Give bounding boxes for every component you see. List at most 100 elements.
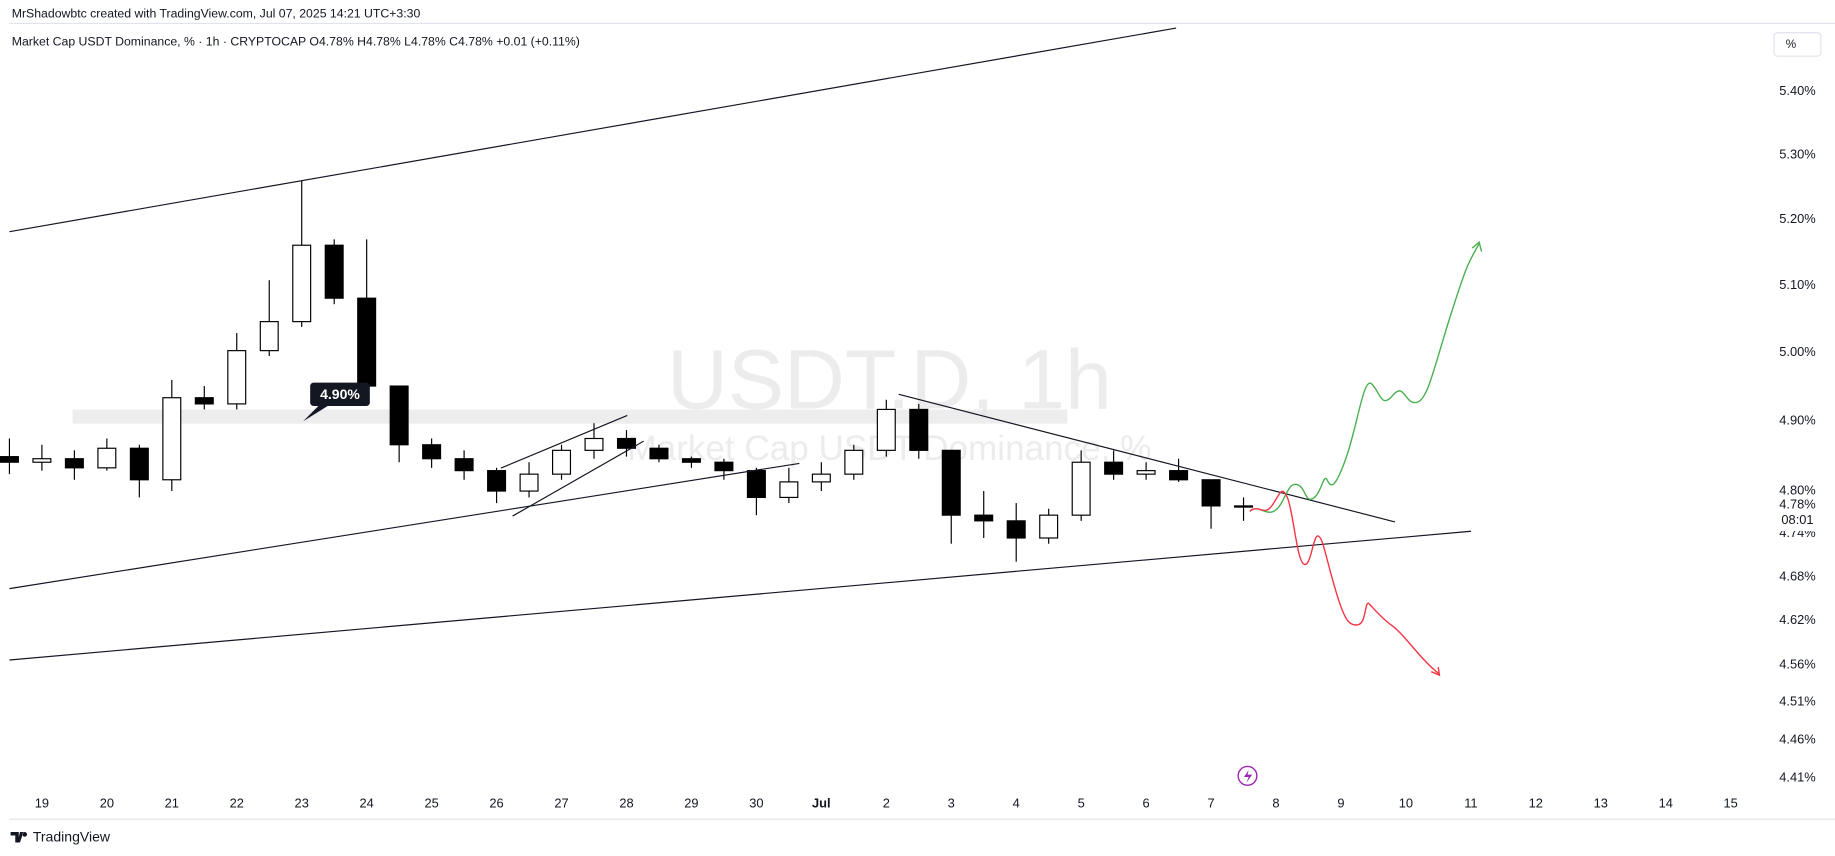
candle-body — [649, 447, 669, 460]
candle-body — [974, 514, 994, 522]
candle-body — [844, 449, 864, 475]
y-tick-label: 4.46% — [1779, 732, 1815, 747]
x-tick-label: 29 — [684, 795, 698, 810]
x-tick-label: 6 — [1143, 795, 1150, 810]
candle-body — [584, 437, 604, 451]
candle-body — [0, 456, 19, 463]
x-tick-label: 2 — [883, 795, 890, 810]
candle-body — [1234, 505, 1254, 508]
x-tick-label: 13 — [1594, 795, 1608, 810]
x-tick-label: 19 — [35, 795, 49, 810]
y-tick-label: 4.68% — [1779, 568, 1815, 583]
header: MrShadowbtc created with TradingView.com… — [12, 6, 421, 20]
trendline — [9, 27, 1177, 233]
x-tick-label: 14 — [1659, 795, 1673, 810]
x-tick-label: 27 — [554, 795, 568, 810]
x-tick-label: 12 — [1529, 795, 1543, 810]
candle-body — [389, 385, 409, 446]
x-tick-label: Jul — [812, 795, 831, 810]
candle-body — [32, 458, 52, 463]
arrowhead — [1471, 240, 1483, 252]
brand: TradingView — [10, 829, 111, 845]
callout: 4.90% — [303, 382, 370, 422]
brand-name: TradingView — [33, 829, 111, 845]
candle-body — [681, 458, 701, 463]
x-tick-label: 8 — [1272, 795, 1279, 810]
x-tick-label: 22 — [230, 795, 244, 810]
x-tick-label: 21 — [165, 795, 179, 810]
y-axis: 5.40%5.30%5.20%5.10%5.00%4.90%4.80%4.74%… — [1761, 83, 1831, 785]
y-tick-label: 4.80% — [1779, 482, 1815, 497]
candle-body — [357, 297, 377, 387]
x-tick-label: 7 — [1207, 795, 1214, 810]
trendline — [9, 530, 1472, 661]
projection-down — [1249, 490, 1440, 675]
y-tick-label: 5.20% — [1779, 211, 1815, 226]
trendline — [9, 462, 800, 590]
x-tick-label: 24 — [360, 795, 374, 810]
candle-body — [1136, 470, 1156, 475]
candle-body — [194, 397, 214, 405]
candle-body — [1169, 470, 1189, 481]
y-tick-label: 4.90% — [1779, 413, 1815, 428]
candle-body — [552, 449, 572, 475]
candle-body — [746, 470, 766, 499]
x-tick-label: 20 — [100, 795, 114, 810]
scale-button-label[interactable]: % — [1786, 38, 1796, 51]
x-tick-label: 10 — [1399, 795, 1413, 810]
event-icon-glyph — [1243, 769, 1253, 783]
candle-body — [129, 447, 149, 481]
candle-body — [1006, 520, 1026, 539]
last-price-tag — [1764, 495, 1831, 531]
y-tick-label: 5.30% — [1779, 147, 1815, 162]
candle-body — [454, 458, 474, 472]
candle-body — [1201, 479, 1221, 507]
y-tick-label: 4.51% — [1779, 694, 1815, 709]
candle-body — [162, 397, 182, 481]
callout-box — [310, 382, 370, 407]
y-tick-label: 4.62% — [1779, 612, 1815, 627]
y-tick-label: 4.56% — [1779, 656, 1815, 671]
countdown: 08:01 — [1781, 512, 1813, 527]
candle-body — [519, 473, 539, 492]
candle-body — [876, 408, 896, 451]
projection-up — [1249, 243, 1480, 513]
legend: Market Cap USDT Dominance, % · 1h · CRYP… — [12, 34, 580, 48]
candle-body — [909, 408, 929, 451]
drawings — [9, 27, 1472, 661]
y-tick-label: 5.00% — [1779, 344, 1815, 359]
x-tick-label: 15 — [1724, 795, 1738, 810]
x-tick-label: 30 — [749, 795, 763, 810]
x-tick-label: 28 — [619, 795, 633, 810]
callout-pointer — [303, 406, 328, 422]
x-axis: 19 20 21 22 23 24 25 26 27 28 29 30 Jul 2 3 4 5 6 7 8 9 10 11 1… — [35, 795, 1738, 810]
candle-body — [487, 470, 507, 492]
candles — [0, 180, 1254, 562]
candle-body — [714, 461, 734, 472]
last-price-label: 4.78% — [1779, 497, 1815, 512]
x-tick-label: 26 — [489, 795, 503, 810]
candle-body — [227, 350, 247, 405]
y-tick-label: 4.41% — [1779, 770, 1815, 785]
candle-body — [779, 481, 799, 499]
candle-body — [1071, 461, 1091, 516]
y-tick-label: 5.10% — [1779, 277, 1815, 292]
candle-body — [811, 473, 831, 483]
trendline — [898, 393, 1396, 523]
x-tick-label: 5 — [1078, 795, 1085, 810]
callout-label: 4.90% — [320, 386, 360, 402]
y-tick-label: 5.40% — [1779, 83, 1815, 98]
candle-body — [97, 447, 117, 469]
x-tick-label: 3 — [948, 795, 955, 810]
candle-body — [941, 449, 961, 516]
brand-logo — [10, 832, 28, 843]
scale-button[interactable] — [1773, 32, 1822, 57]
candle-body — [1039, 514, 1059, 539]
candle-body — [292, 244, 312, 323]
x-tick-label: 11 — [1464, 795, 1477, 810]
x-tick-label: 23 — [295, 795, 309, 810]
candle-body — [324, 244, 344, 299]
x-tick-label: 4 — [1013, 795, 1020, 810]
